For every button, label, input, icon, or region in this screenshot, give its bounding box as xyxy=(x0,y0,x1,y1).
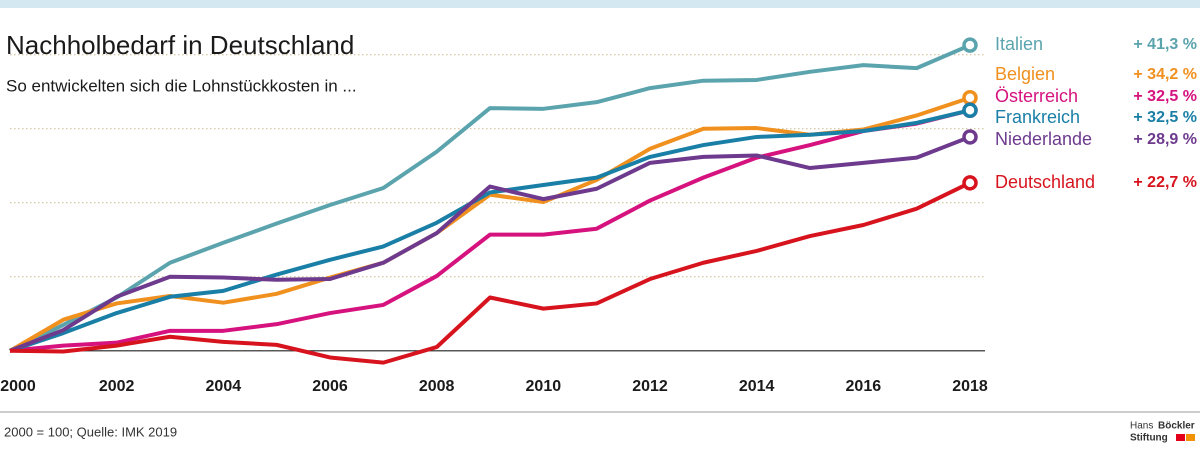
end-marker xyxy=(962,102,978,119)
logo-text: Hans xyxy=(1130,421,1153,432)
series-line xyxy=(9,108,971,353)
chart-subtitle: So entwickelten sich die Lohnstückkosten… xyxy=(6,76,357,95)
legend-label: Frankreich xyxy=(995,107,1080,127)
logo-square xyxy=(1176,434,1185,441)
logo-text: Stiftung xyxy=(1130,433,1168,444)
value-label: + 28,9 % xyxy=(1133,131,1197,148)
end-marker xyxy=(962,175,978,191)
end-marker xyxy=(962,37,978,53)
x-tick-label: 2006 xyxy=(312,378,348,395)
value-label: + 41,3 % xyxy=(1133,36,1197,53)
value-label: + 34,2 % xyxy=(1133,66,1197,83)
series-line xyxy=(9,43,971,353)
series-line xyxy=(9,135,971,353)
chart-title: Nachholbedarf in Deutschland xyxy=(6,30,354,60)
x-tick-label: 2010 xyxy=(526,378,562,395)
series-line xyxy=(8,95,971,353)
x-tick-label: 2002 xyxy=(99,378,135,395)
top-band xyxy=(0,0,1200,8)
logo: Hans Böckler Stiftung xyxy=(1130,421,1195,444)
series-line xyxy=(9,181,971,365)
x-tick-label: 2012 xyxy=(632,378,668,395)
value-label: + 32,5 % xyxy=(1133,88,1197,105)
end-marker xyxy=(962,89,978,106)
x-tick-label: 2000 xyxy=(0,378,36,395)
legend-label: Belgien xyxy=(995,64,1055,84)
logo-square xyxy=(1186,434,1195,441)
end-marker xyxy=(962,129,978,145)
series-line xyxy=(9,108,971,353)
legend-label: Österreich xyxy=(995,86,1078,106)
x-tick-label: 2014 xyxy=(739,378,775,395)
legend-label: Niederlande xyxy=(995,129,1092,149)
legend-label: Italien xyxy=(995,34,1043,54)
legend-label: Deutschland xyxy=(995,172,1095,192)
logo-text: Böckler xyxy=(1158,421,1195,432)
x-tick-label: 2008 xyxy=(419,378,455,395)
source-note: 2000 = 100; Quelle: IMK 2019 xyxy=(4,424,177,439)
x-tick-label: 2016 xyxy=(846,378,882,395)
value-label: + 32,5 % xyxy=(1133,109,1197,126)
x-tick-label: 2018 xyxy=(952,378,988,395)
x-tick-label: 2004 xyxy=(206,378,242,395)
value-label: + 22,7 % xyxy=(1133,174,1197,191)
